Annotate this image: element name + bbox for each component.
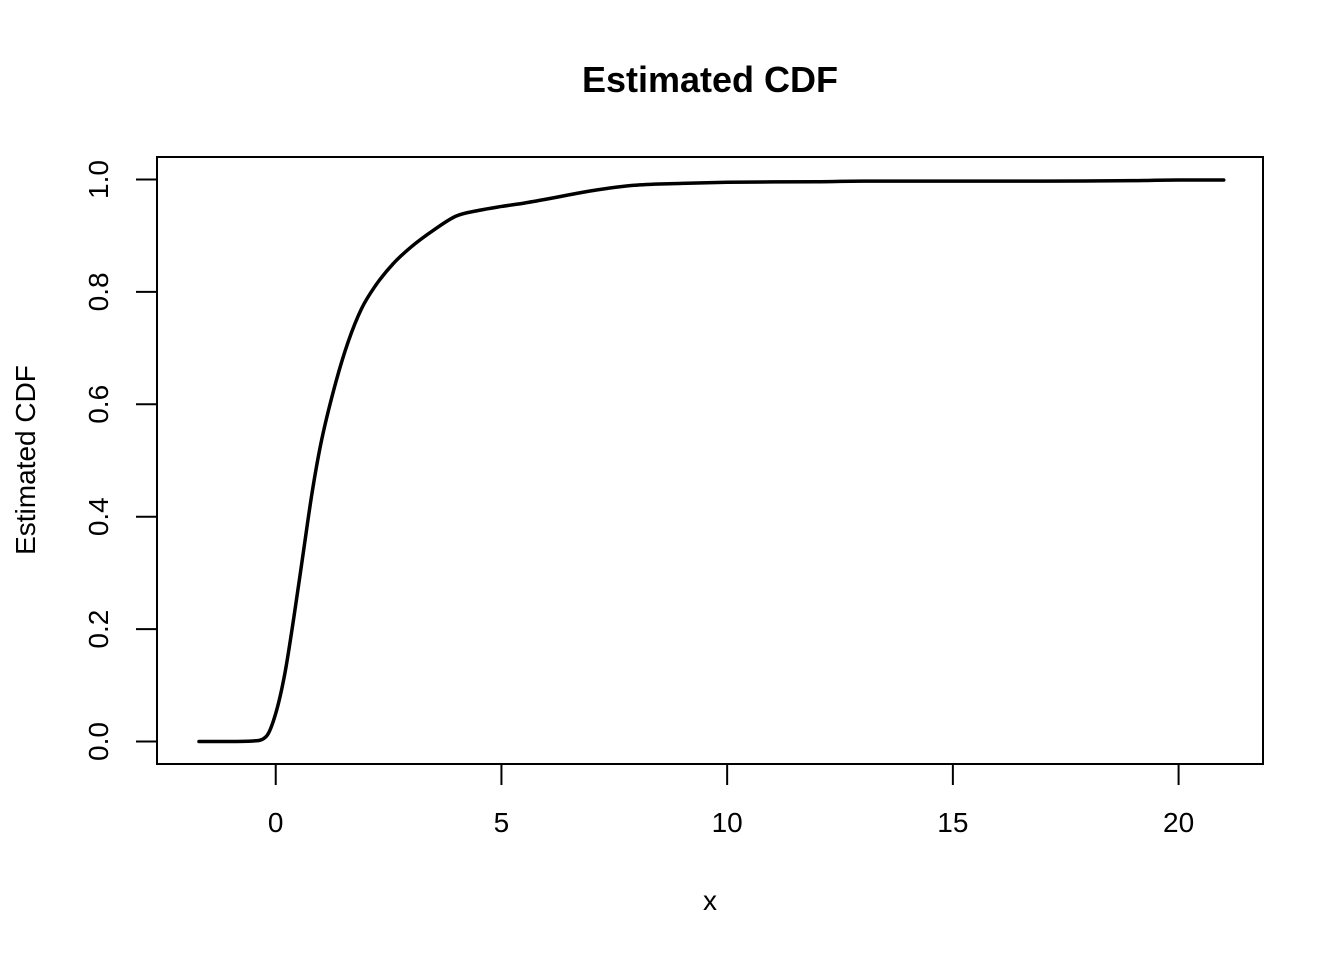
y-tick-label: 0.4 [83,497,114,536]
x-tick-label: 0 [268,807,284,838]
y-axis: 0.0 0.2 0.4 0.6 0.8 1.0 [83,160,158,761]
y-tick-label: 0.0 [83,722,114,761]
y-tick-label: 0.8 [83,272,114,311]
plot-frame [156,156,1264,765]
y-tick-label: 0.2 [83,610,114,649]
x-axis-label: x [703,885,717,916]
series-line [197,178,1226,744]
y-tick-label: 1.0 [83,160,114,199]
x-tick-label: 10 [712,807,743,838]
x-tick-label: 5 [494,807,510,838]
chart-title: Estimated CDF [582,59,838,100]
x-axis: 0 5 10 15 20 [268,763,1194,838]
y-tick-label: 0.6 [83,385,114,424]
y-axis-label: Estimated CDF [10,365,41,555]
x-tick-label: 20 [1163,807,1194,838]
x-tick-label: 15 [937,807,968,838]
